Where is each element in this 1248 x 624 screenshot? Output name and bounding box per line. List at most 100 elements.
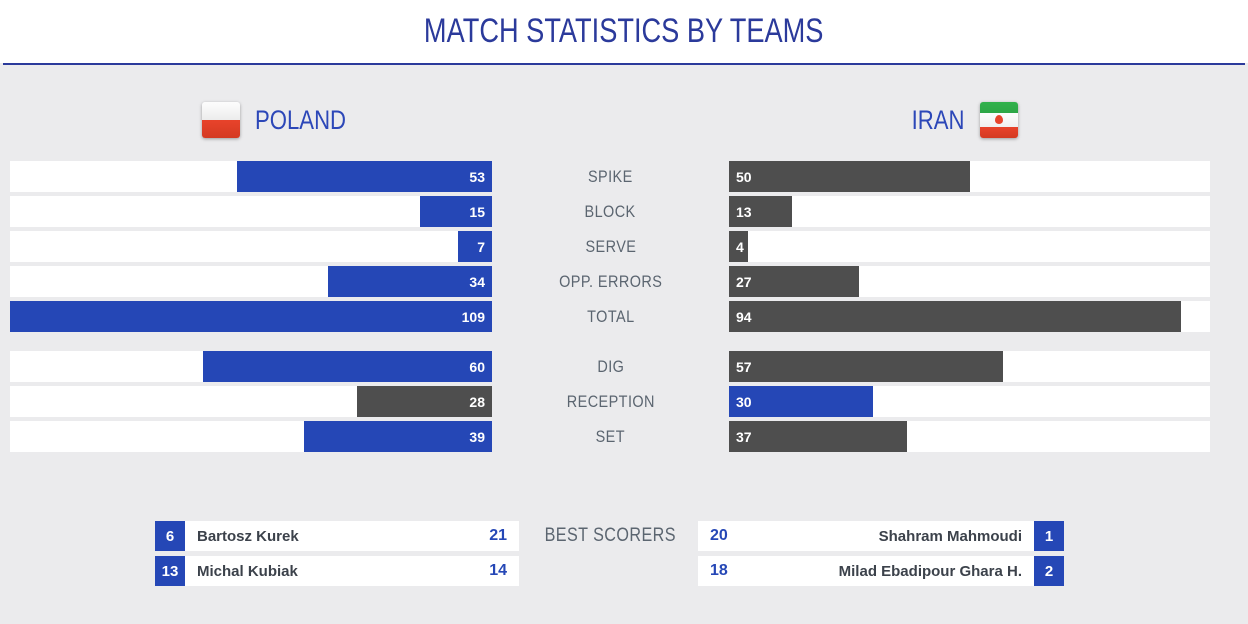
stat-label-cell: DIG (492, 351, 729, 382)
stat-label-cell: BLOCK (492, 196, 729, 227)
jersey-number: 6 (155, 521, 185, 551)
away-bar: 57 (729, 351, 1004, 382)
away-bar: 13 (729, 196, 792, 227)
scorer-row: 6 Bartosz Kurek 21 (155, 521, 519, 551)
away-bar-track: 94 (729, 301, 1210, 332)
home-bar-track: 7 (10, 231, 492, 262)
home-bar-track: 28 (10, 386, 492, 417)
away-bar-track: 4 (729, 231, 1210, 262)
poland-flag-red-stripe (202, 120, 240, 138)
stat-label-cell: SET (492, 421, 729, 452)
away-bar-value: 94 (736, 308, 752, 325)
stat-label-cell: RECEPTION (492, 386, 729, 417)
home-bar: 7 (458, 231, 492, 262)
away-bar: 27 (729, 266, 859, 297)
home-bar-value: 34 (469, 273, 485, 290)
stat-label: OPP. ERRORS (558, 271, 663, 291)
stat-label: BLOCK (584, 201, 637, 221)
home-bar-track: 53 (10, 161, 492, 192)
scorer-name: Shahram Mahmoudi (878, 527, 1022, 545)
best-scorers-away: 20 Shahram Mahmoudi 1 18 Milad Ebadipour Gha… (698, 521, 1064, 591)
away-bar: 30 (729, 386, 874, 417)
stat-label-cell: OPP. ERRORS (492, 266, 729, 297)
stat-label: SERVE (585, 236, 636, 256)
away-bar-value: 30 (736, 393, 752, 410)
home-bar: 28 (357, 386, 492, 417)
scorer-body: 20 Shahram Mahmoudi (698, 521, 1034, 551)
away-bar: 94 (729, 301, 1182, 332)
iran-flag-green-stripe (980, 102, 1018, 114)
away-bar-value: 4 (736, 238, 744, 255)
home-bar-value: 60 (469, 358, 485, 375)
away-bar: 4 (729, 231, 749, 262)
best-scorers-title: BEST SCORERS (492, 521, 729, 551)
scorer-body: Bartosz Kurek 21 (185, 521, 519, 551)
stat-label: DIG (597, 356, 624, 376)
home-bar-track: 34 (10, 266, 492, 297)
home-bar-track: 15 (10, 196, 492, 227)
away-bar-track: 57 (729, 351, 1210, 382)
scorer-name: Michal Kubiak (197, 562, 298, 580)
stat-row-dig: 60 DIG 57 (10, 351, 1210, 382)
home-bar-value: 53 (469, 168, 485, 185)
best-scorers-label: BEST SCORERS (544, 525, 677, 546)
jersey-number: 1 (1034, 521, 1064, 551)
home-bar: 109 (10, 301, 492, 332)
stat-row-reception: 28 RECEPTION 30 (10, 386, 1210, 417)
team-away-name: IRAN (912, 104, 965, 135)
away-bar-track: 30 (729, 386, 1210, 417)
stat-row-serve: 7 SERVE 4 (10, 231, 1210, 262)
away-bar-track: 50 (729, 161, 1210, 192)
home-bar-value: 39 (469, 428, 485, 445)
jersey-number: 13 (155, 556, 185, 586)
away-bar-value: 27 (736, 273, 752, 290)
home-bar: 60 (202, 351, 492, 382)
team-home-header: POLAND (202, 100, 366, 140)
stat-label-cell: SPIKE (492, 161, 729, 192)
stat-label: TOTAL (586, 306, 635, 326)
scorer-points: 20 (710, 527, 728, 544)
page-header: MATCH STATISTICS BY TEAMS (0, 0, 1248, 63)
away-bar-value: 13 (736, 203, 752, 220)
home-bar-track: 60 (10, 351, 492, 382)
poland-flag-white-stripe (202, 102, 240, 120)
stat-row-spike: 53 SPIKE 50 (10, 161, 1210, 192)
stat-label: RECEPTION (566, 391, 655, 411)
scorer-body: 18 Milad Ebadipour Ghara H. (698, 556, 1034, 586)
stat-label-cell: SERVE (492, 231, 729, 262)
away-bar: 37 (729, 421, 907, 452)
stat-row-total: 109 TOTAL 94 (10, 301, 1210, 332)
stat-row-set: 39 SET 37 (10, 421, 1210, 452)
home-bar: 39 (304, 421, 492, 452)
team-header-row: POLAND IRAN (10, 100, 1210, 140)
scorer-row: 20 Shahram Mahmoudi 1 (698, 521, 1064, 551)
home-bar-value: 15 (469, 203, 485, 220)
away-bar: 50 (729, 161, 970, 192)
best-scorers-section: 6 Bartosz Kurek 21 13 Michal Kubiak 14 BEST S… (10, 521, 1210, 591)
away-bar-value: 57 (736, 358, 752, 375)
scorer-name: Bartosz Kurek (197, 527, 299, 545)
away-bar-value: 50 (736, 168, 752, 185)
scorer-points: 14 (489, 562, 507, 579)
home-bar-track: 109 (10, 301, 492, 332)
header-divider (3, 63, 1245, 65)
stat-label: SPIKE (588, 166, 633, 186)
scorer-row: 18 Milad Ebadipour Ghara H. 2 (698, 556, 1064, 586)
stat-row-block: 15 BLOCK 13 (10, 196, 1210, 227)
stat-label: SET (595, 426, 626, 446)
stat-row-opp-errors: 34 OPP. ERRORS 27 (10, 266, 1210, 297)
home-bar-value: 28 (469, 393, 485, 410)
best-scorers-home: 6 Bartosz Kurek 21 13 Michal Kubiak 14 (155, 521, 519, 591)
home-bar-track: 39 (10, 421, 492, 452)
stat-label-cell: TOTAL (492, 301, 729, 332)
away-bar-track: 27 (729, 266, 1210, 297)
team-away-header: IRAN (900, 100, 1018, 140)
scorer-points: 21 (489, 527, 507, 544)
poland-flag-icon (202, 102, 240, 138)
away-bar-track: 13 (729, 196, 1210, 227)
home-bar: 34 (328, 266, 492, 297)
iran-flag-red-stripe (980, 126, 1018, 138)
jersey-number: 2 (1034, 556, 1064, 586)
scorer-body: Michal Kubiak 14 (185, 556, 519, 586)
